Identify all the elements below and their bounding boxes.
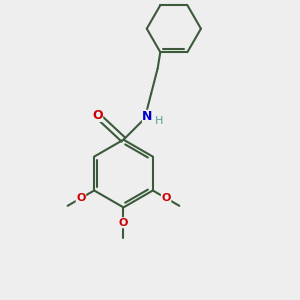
- Text: O: O: [119, 218, 128, 228]
- Text: O: O: [161, 193, 171, 203]
- Text: O: O: [76, 193, 86, 203]
- Text: N: N: [142, 110, 152, 123]
- Text: O: O: [93, 109, 103, 122]
- Text: H: H: [154, 116, 163, 126]
